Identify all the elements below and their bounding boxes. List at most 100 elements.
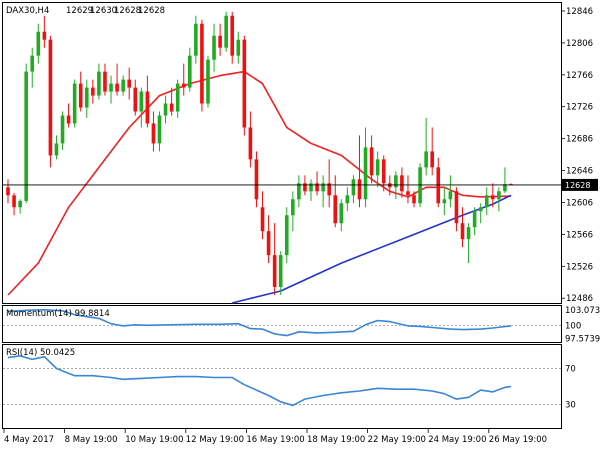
- candle-body: [163, 103, 168, 116]
- candle-body: [363, 147, 368, 200]
- candle-body: [230, 15, 235, 56]
- candle-body: [60, 115, 65, 144]
- candle-body: [333, 195, 338, 224]
- candle-body: [72, 83, 77, 124]
- candle-body: [121, 79, 125, 92]
- candle-body: [254, 159, 259, 200]
- price-tick-label: 12606: [566, 198, 593, 208]
- moving-average-fast: [7, 70, 512, 296]
- candle-body: [6, 187, 10, 196]
- time-axis-label: 26 May 19:00: [489, 435, 547, 445]
- candle-body: [303, 183, 307, 192]
- candle-body: [357, 179, 362, 200]
- candle-body: [466, 227, 471, 240]
- momentum-axis-label-mid: 100: [565, 321, 581, 331]
- candle-body: [424, 151, 428, 168]
- candle-body: [454, 191, 459, 224]
- candle-body: [278, 255, 283, 288]
- price-tick-label: 12846: [566, 7, 593, 17]
- candle-body: [430, 151, 434, 168]
- candle-body: [478, 207, 483, 212]
- momentum-label: Momentum(14) 99.8814: [6, 309, 110, 319]
- candle-body: [236, 39, 241, 56]
- candle-body: [297, 183, 301, 200]
- candle-body: [200, 23, 204, 104]
- candle-body: [206, 59, 210, 104]
- momentum-axis-label-low: 97.5739: [565, 334, 600, 344]
- candle-body: [109, 83, 113, 92]
- candle-body: [42, 31, 47, 40]
- candle-body: [127, 79, 131, 88]
- candle-body: [503, 184, 507, 192]
- time-axis-label: 24 May 19:00: [428, 435, 486, 445]
- rsi-label: RSI(14) 50.0425: [6, 348, 75, 358]
- price-pane: [2, 2, 562, 304]
- ohlc-close: 12628: [138, 6, 165, 16]
- time-axis-label: 12 May 19:00: [186, 435, 244, 445]
- time-axis-label: 8 May 19:00: [65, 435, 118, 445]
- time-axis-label: 4 May 2017: [4, 435, 54, 445]
- indicator-lines: [7, 308, 512, 407]
- candle-body: [339, 203, 344, 224]
- candle-body: [472, 211, 477, 228]
- candle-body: [103, 71, 107, 92]
- candle-body: [12, 195, 16, 208]
- candle-body: [375, 159, 380, 176]
- indicator-levels: [3, 324, 561, 405]
- price-tick-label: 12726: [566, 103, 593, 113]
- candle-body: [448, 191, 453, 200]
- candle-body: [139, 91, 144, 112]
- price-tick-label: 12486: [566, 294, 593, 304]
- time-axis-label: 10 May 19:00: [125, 435, 183, 445]
- candle-body: [412, 195, 416, 204]
- candle-body: [66, 115, 71, 124]
- candle-body: [327, 183, 331, 196]
- candle-body: [497, 191, 501, 200]
- candle-body: [224, 15, 228, 48]
- price-tick-label: 12526: [566, 262, 593, 272]
- candle-body: [212, 35, 216, 60]
- candle-body: [491, 195, 495, 200]
- candle-body: [460, 223, 465, 240]
- ohlc-low: 12628: [114, 6, 141, 16]
- chart-symbol-tf: DAX30,H4: [6, 6, 49, 16]
- candle-body: [369, 147, 374, 176]
- candle-body: [175, 83, 180, 112]
- candle-body: [115, 83, 119, 92]
- candle-body: [351, 179, 356, 196]
- candle-body: [406, 191, 410, 196]
- current-price-tag: [561, 178, 598, 191]
- candle-body: [381, 159, 386, 184]
- momentum-line: [7, 308, 512, 337]
- candle-body: [260, 207, 265, 232]
- price-tick-label: 12766: [566, 71, 593, 81]
- current-price-label: 12628: [565, 181, 590, 190]
- candle-body: [24, 71, 28, 201]
- price-tick-label: 12566: [566, 230, 593, 240]
- rsi-axis-label-70: 70: [565, 364, 576, 374]
- momentum-pane: [2, 305, 562, 343]
- candle-body: [157, 115, 162, 144]
- time-axis-label: 22 May 19:00: [368, 435, 426, 445]
- candle-body: [36, 31, 41, 56]
- candle-body: [248, 127, 253, 160]
- candle-body: [151, 123, 156, 144]
- candle-body: [54, 143, 59, 156]
- candle-body: [145, 91, 150, 124]
- candle-body: [394, 175, 398, 188]
- rsi-axis-label-30: 30: [565, 401, 576, 411]
- price-tick-label: 12646: [566, 167, 593, 177]
- candle-body: [442, 199, 447, 204]
- candle-body: [309, 183, 313, 192]
- candle-body: [194, 23, 198, 56]
- time-axis-label: 18 May 19:00: [307, 435, 365, 445]
- candle-body: [48, 39, 53, 156]
- candle-body: [266, 231, 271, 256]
- candles: [6, 11, 513, 296]
- candle-body: [84, 87, 89, 108]
- candle-body: [133, 87, 138, 112]
- candle-body: [484, 195, 489, 208]
- ohlc-high: 12630: [90, 6, 117, 16]
- axis-ticks: [3, 10, 565, 433]
